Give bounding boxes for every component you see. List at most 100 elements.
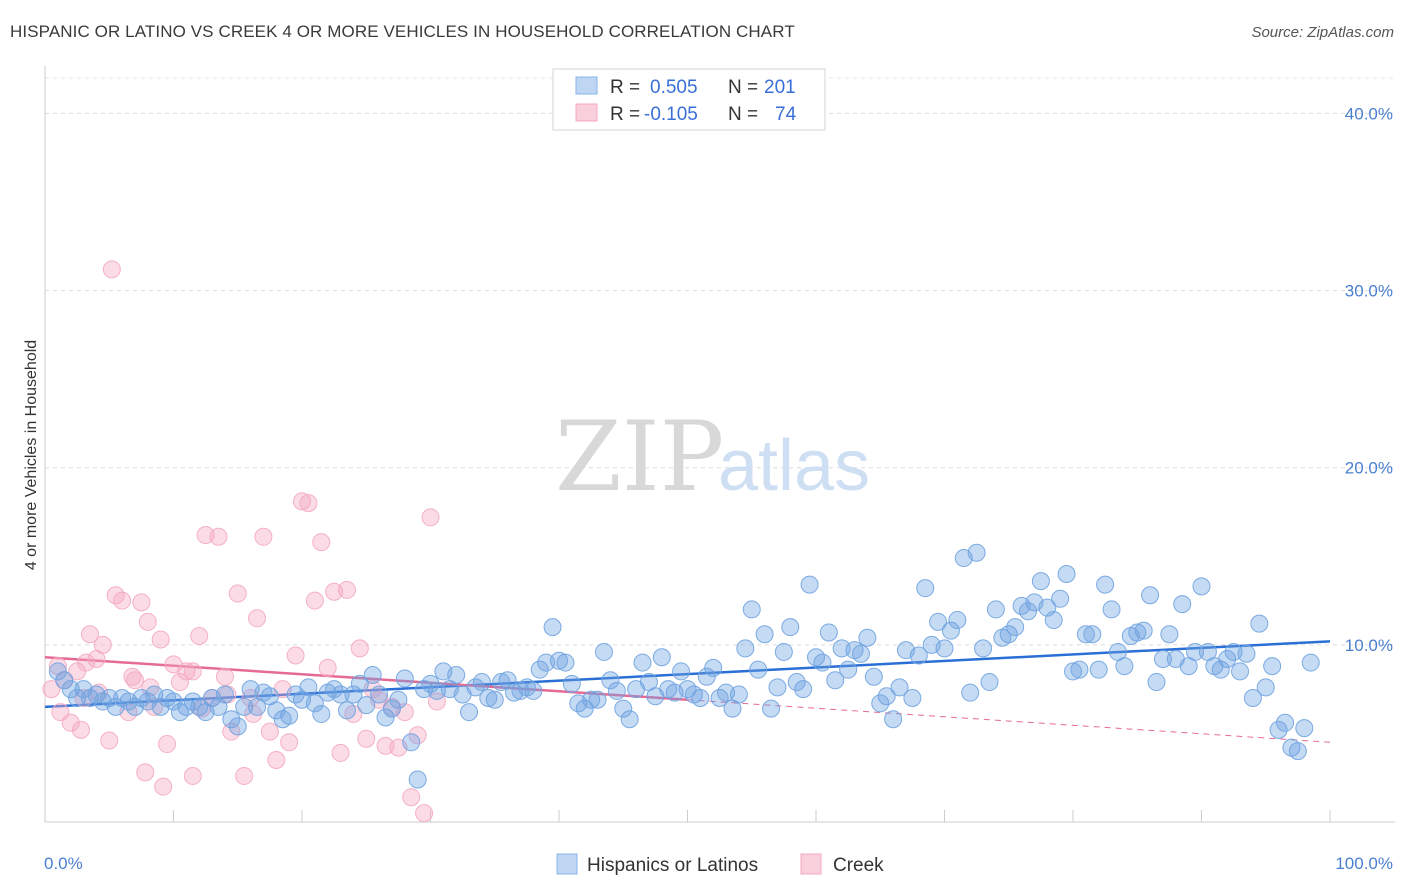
legend-swatch-creek — [575, 103, 598, 122]
point-hispanic — [1211, 660, 1230, 679]
point-hispanic — [460, 703, 479, 722]
point-hispanic — [215, 685, 234, 704]
point-hispanic — [941, 621, 960, 640]
point-creek — [248, 609, 267, 628]
trend-extension-creek — [687, 699, 1331, 743]
point-hispanic — [607, 681, 626, 700]
point-hispanic — [1019, 602, 1038, 621]
point-hispanic — [781, 618, 800, 637]
watermark-zip: ZIP — [555, 401, 724, 513]
point-hispanic — [620, 710, 639, 729]
point-hispanic — [382, 699, 401, 718]
point-hispanic — [877, 687, 896, 706]
point-hispanic — [1153, 650, 1172, 669]
point-creek — [415, 804, 434, 823]
point-hispanic — [543, 618, 562, 637]
point-hispanic — [228, 717, 247, 736]
point-hispanic — [601, 671, 620, 690]
point-creek — [132, 593, 151, 612]
point-hispanic — [614, 699, 633, 718]
y-tick-label: 20.0% — [1345, 459, 1393, 478]
point-creek — [421, 508, 440, 527]
point-hispanic — [48, 662, 67, 681]
legend-n-value: 201 — [764, 77, 796, 98]
legend-label-hispanic: Hispanics or Latinos — [587, 855, 758, 876]
point-hispanic — [1263, 657, 1282, 676]
point-hispanic — [389, 690, 408, 709]
point-hispanic — [1096, 575, 1115, 594]
point-hispanic — [562, 674, 581, 693]
point-hispanic — [1051, 589, 1070, 608]
point-creek — [113, 591, 132, 610]
point-hispanic — [762, 699, 781, 718]
point-creek — [154, 777, 173, 796]
point-creek — [427, 692, 446, 711]
point-hispanic — [524, 681, 543, 700]
y-tick-label: 30.0% — [1345, 282, 1393, 301]
point-hispanic — [1115, 657, 1134, 676]
point-creek — [151, 630, 170, 649]
point-hispanic — [492, 673, 511, 692]
point-hispanic — [350, 674, 369, 693]
point-hispanic — [974, 639, 993, 658]
x-tick-label-min: 0.0% — [44, 854, 83, 873]
point-creek — [318, 658, 337, 677]
point-hispanic — [556, 653, 575, 672]
point-hispanic — [402, 733, 421, 752]
point-hispanic — [755, 625, 774, 644]
y-tick-label: 40.0% — [1345, 104, 1393, 123]
point-hispanic — [768, 678, 787, 697]
point-hispanic — [1031, 572, 1050, 591]
legend-n-value: 74 — [775, 104, 797, 125]
point-hispanic — [1160, 625, 1179, 644]
x-tick-label-max: 100.0% — [1335, 854, 1393, 873]
point-creek — [254, 527, 273, 546]
point-hispanic — [421, 674, 440, 693]
point-creek — [102, 260, 121, 279]
point-hispanic — [903, 689, 922, 707]
legend-bottom: Hispanics or Latinos Creek — [556, 853, 884, 876]
point-hispanic — [749, 660, 768, 679]
point-hispanic — [1276, 713, 1295, 732]
point-hispanic — [299, 678, 318, 697]
point-hispanic — [1083, 625, 1102, 644]
point-hispanic — [1102, 600, 1121, 619]
legend-r-label: R = — [610, 104, 640, 125]
point-hispanic — [479, 689, 498, 707]
point-hispanic — [588, 690, 607, 709]
point-creek — [267, 751, 286, 769]
point-creek — [136, 763, 155, 782]
point-creek — [93, 635, 112, 654]
y-tick-labels: 10.0% 20.0% 30.0% 40.0% — [1345, 104, 1393, 654]
point-hispanic — [331, 685, 350, 704]
legend-r-value: -0.105 — [644, 104, 698, 125]
point-creek — [337, 580, 356, 599]
point-creek — [260, 722, 279, 741]
source-label: Source: ZipAtlas.com — [1251, 24, 1394, 41]
point-hispanic — [1256, 678, 1275, 697]
point-hispanic — [376, 708, 395, 727]
point-hispanic — [999, 625, 1018, 644]
point-creek — [125, 671, 144, 690]
point-hispanic — [1064, 662, 1082, 681]
legend-label-creek: Creek — [833, 855, 884, 876]
point-hispanic — [633, 653, 652, 672]
point-creek — [80, 625, 99, 644]
point-creek — [305, 591, 324, 610]
point-hispanic — [61, 680, 80, 699]
point-hispanic — [884, 710, 903, 729]
axes — [44, 66, 1395, 823]
point-hispanic — [697, 667, 716, 686]
point-hispanic — [864, 667, 883, 686]
point-hispanic — [839, 660, 858, 679]
point-hispanic — [575, 699, 594, 718]
point-creek — [312, 533, 331, 552]
point-creek — [123, 667, 142, 686]
point-hispanic — [594, 642, 613, 661]
point-creek — [408, 726, 427, 745]
point-hispanic — [472, 673, 491, 692]
point-hispanic — [980, 673, 999, 692]
point-hispanic — [736, 639, 755, 658]
point-creek — [77, 653, 96, 672]
point-hispanic — [1186, 642, 1205, 661]
